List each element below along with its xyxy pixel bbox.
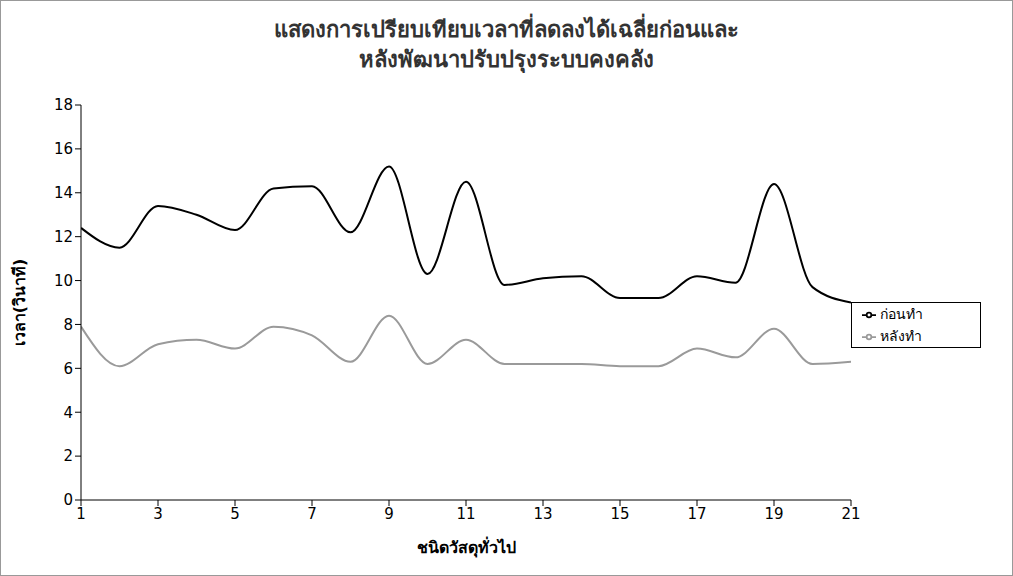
svg-text:0: 0 (63, 491, 73, 509)
svg-text:4: 4 (63, 404, 73, 422)
svg-text:18: 18 (54, 96, 73, 114)
svg-text:16: 16 (54, 140, 73, 158)
svg-text:12: 12 (54, 228, 73, 246)
svg-text:17: 17 (687, 505, 706, 523)
html-text:ก่อนทำ: ก่อนทำ (880, 306, 923, 322)
svg-text:9: 9 (384, 505, 394, 523)
svg-text:6: 6 (63, 360, 73, 378)
svg-text:1: 1 (76, 505, 86, 523)
svg-text:19: 19 (764, 505, 783, 523)
svg-text:10: 10 (54, 272, 73, 290)
svg-text:11: 11 (456, 505, 475, 523)
svg-text:2: 2 (63, 447, 73, 465)
html-text:แสดงการเปรียบเทียบเวลาที่ลดลงไ: แสดงการเปรียบเทียบเวลาที่ลดลงได้เฉลี่ยก่… (274, 17, 739, 72)
svg-text:21: 21 (841, 505, 860, 523)
svg-text:เวลา(วินาที): เวลา(วินาที) (10, 259, 29, 347)
svg-text:5: 5 (230, 505, 240, 523)
svg-text:8: 8 (63, 316, 73, 334)
svg-text:3: 3 (153, 505, 163, 523)
svg-text:7: 7 (307, 505, 317, 523)
svg-text:15: 15 (610, 505, 629, 523)
html-text:หลังทำ: หลังทำ (880, 328, 922, 344)
svg-text:13: 13 (533, 505, 552, 523)
svg-text:ชนิดวัสดุทั่วไป: ชนิดวัสดุทั่วไป (417, 536, 516, 558)
svg-text:14: 14 (54, 184, 73, 202)
